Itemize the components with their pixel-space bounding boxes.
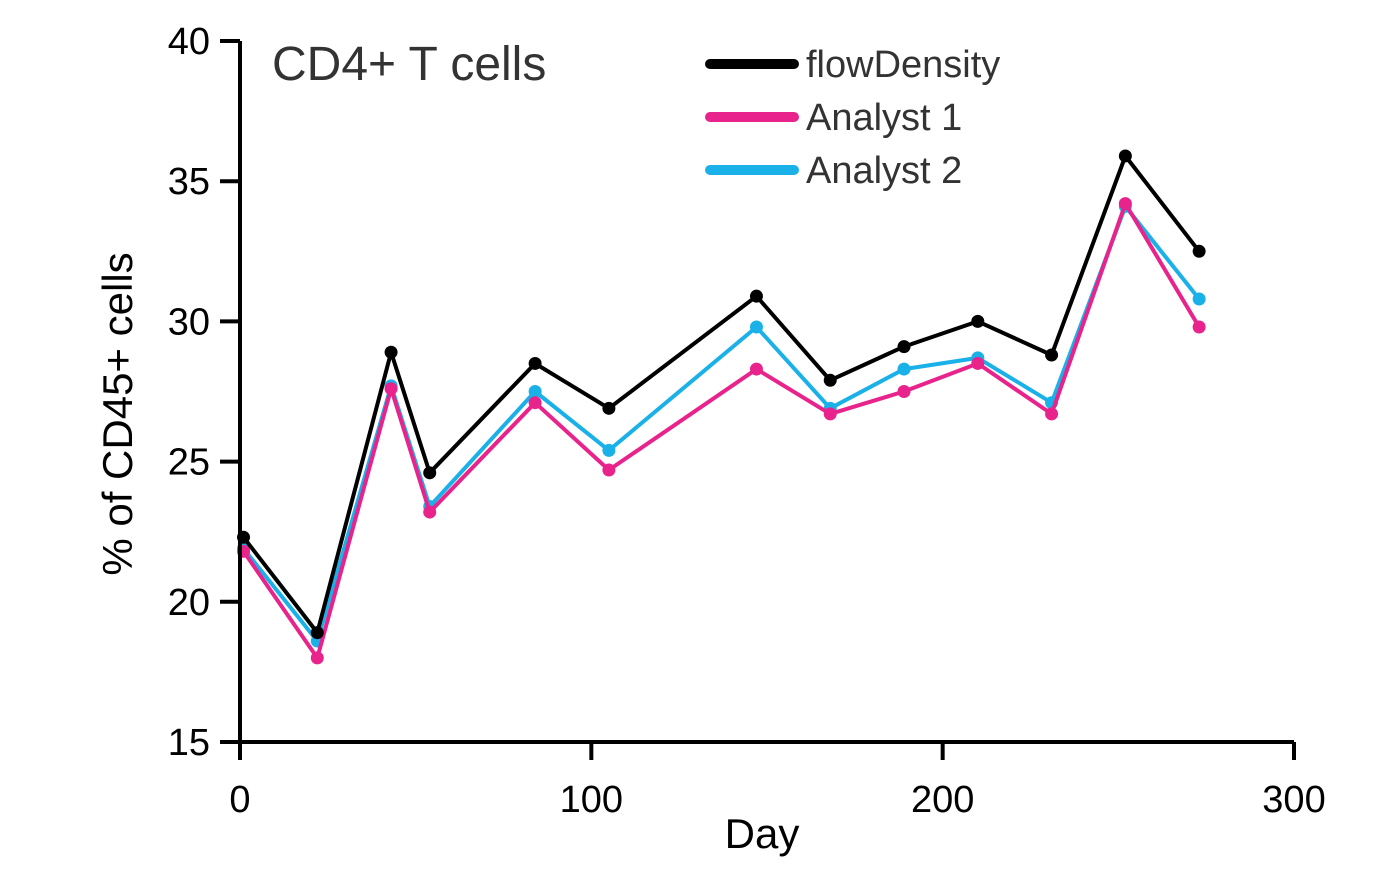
data-point <box>749 362 763 376</box>
data-point <box>1118 197 1132 211</box>
legend-label: Analyst 2 <box>806 150 962 192</box>
chart-title: CD4+ T cells <box>272 38 546 91</box>
y-tick-label: 25 <box>168 442 210 484</box>
x-tick-label: 0 <box>229 779 250 821</box>
data-point <box>1045 348 1059 362</box>
data-point <box>384 382 398 396</box>
y-tick-label: 30 <box>168 301 210 343</box>
data-point <box>423 505 437 519</box>
data-point <box>823 373 837 387</box>
legend-label: flowDensity <box>806 44 1000 86</box>
y-tick-label: 40 <box>168 21 210 63</box>
x-tick-label: 200 <box>911 779 974 821</box>
data-point <box>423 466 437 480</box>
y-axis-label: % of CD45+ cells <box>94 252 141 575</box>
series-line <box>241 201 1201 660</box>
series-line <box>241 204 1201 644</box>
data-point <box>971 356 985 370</box>
legend-label: Analyst 1 <box>806 97 962 139</box>
data-point <box>528 396 542 410</box>
data-point <box>823 407 837 421</box>
data-point <box>971 314 985 328</box>
data-point <box>749 320 763 334</box>
series-flowdensity <box>237 149 1206 640</box>
series-layer <box>237 149 1206 665</box>
axis-lines <box>238 41 1294 744</box>
data-point <box>528 385 542 398</box>
data-point <box>1192 244 1206 258</box>
y-tick-label: 20 <box>168 582 210 624</box>
data-point <box>1192 292 1206 306</box>
data-point <box>1045 407 1059 421</box>
data-point <box>602 401 616 415</box>
data-point <box>528 356 542 370</box>
legend: flowDensity Analyst 1 Analyst 2 <box>705 44 1000 192</box>
data-point <box>1118 149 1132 163</box>
data-point <box>384 345 398 359</box>
x-axis-label: Day <box>725 810 800 857</box>
series-analyst-1 <box>237 197 1206 665</box>
x-tick-label: 100 <box>560 779 623 821</box>
data-point <box>1192 320 1206 334</box>
data-point <box>897 362 911 376</box>
x-tick-label: 300 <box>1262 779 1325 821</box>
data-point <box>897 385 911 398</box>
data-point <box>310 626 324 640</box>
data-point <box>602 463 616 477</box>
y-tick-label: 15 <box>168 722 210 764</box>
y-tick-label: 35 <box>168 161 210 203</box>
data-point <box>897 340 911 354</box>
axes-layer: 15 20 25 30 35 40 0 100 200 300 <box>168 21 1326 821</box>
data-point <box>310 651 324 665</box>
data-point <box>602 443 616 457</box>
data-point <box>749 289 763 303</box>
